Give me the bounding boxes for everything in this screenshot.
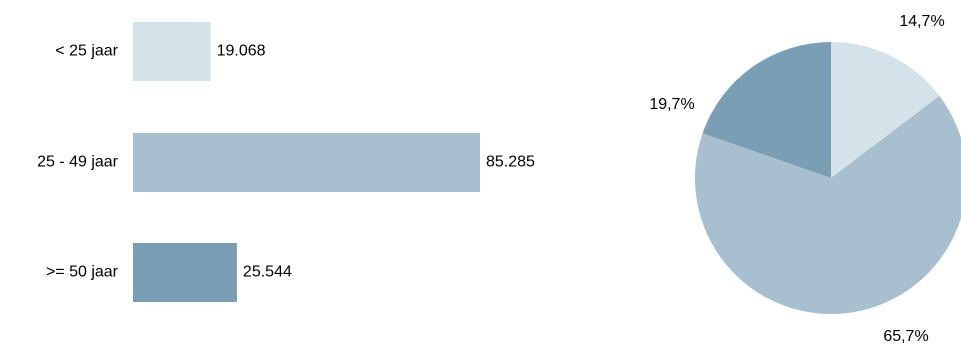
bar-category-label: 25 - 49 jaar (37, 154, 119, 171)
bar-category-label: >= 50 jaar (46, 264, 119, 281)
pie-chart: 14,7% 65,7% 19,7% (649, 13, 961, 345)
bar (133, 133, 480, 192)
pie-slice-label: 19,7% (649, 96, 694, 113)
pie-slice-label: 14,7% (899, 13, 944, 30)
bar (133, 22, 211, 81)
bar-category-label: < 25 jaar (55, 43, 118, 60)
bar-value-label: 85.285 (486, 154, 535, 171)
bar-value-label: 25.544 (243, 264, 292, 281)
bar (133, 243, 237, 302)
pie-slice (695, 95, 961, 314)
pie-slice-label: 65,7% (883, 328, 928, 345)
bar-value-label: 19.068 (217, 43, 266, 60)
pie-slice (702, 42, 831, 178)
bar-chart: < 25 jaar 19.068 25 - 49 jaar 85.285 >= 50 j… (37, 22, 535, 302)
pie-slice (831, 42, 940, 178)
